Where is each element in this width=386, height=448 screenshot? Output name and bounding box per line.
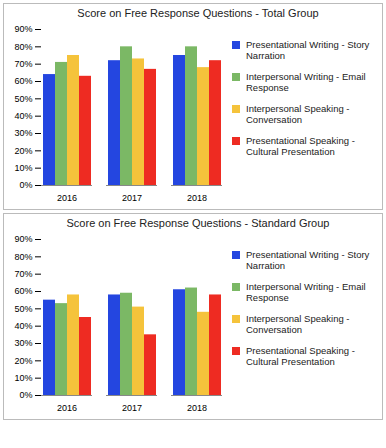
html-text:Presentational Speaking - Cult: Presentational Speaking - Cultural Prese… [246,345,355,367]
html-text:Presentational Writing - Story: Presentational Writing - Story Narration [246,249,370,271]
svg-text:40%: 40% [14,111,32,121]
svg-text:90%: 90% [14,234,32,244]
svg-text:0%: 0% [19,180,32,190]
html-text:Presentational Writing - Story: Presentational Writing - Story Narration [246,39,370,61]
svg-text:40%: 40% [14,321,32,331]
svg-text:2017: 2017 [122,403,142,413]
svg-text:10%: 10% [14,373,32,383]
svg-text:70%: 70% [14,269,32,279]
html-text:Presentational Speaking - Cult: Presentational Speaking - Cultural Prese… [246,135,355,157]
svg-text:50%: 50% [14,304,32,314]
svg-text:80%: 80% [14,42,32,52]
svg-text:2017: 2017 [122,193,142,203]
svg-text:2016: 2016 [57,403,77,413]
svg-text:60%: 60% [14,76,32,86]
svg-text:50%: 50% [14,94,32,104]
svg-text:20%: 20% [14,356,32,366]
svg-text:10%: 10% [14,163,32,173]
svg-text:2016: 2016 [57,193,77,203]
svg-text:0%: 0% [19,390,32,400]
html-text:Interpersonal Speaking - Conve: Interpersonal Speaking - Conversation [246,313,350,335]
html-text:Score on Free Response Questio: Score on Free Response Questions - Total… [77,7,319,19]
svg-text:20%: 20% [14,146,32,156]
svg-text:30%: 30% [14,128,32,138]
svg-text:80%: 80% [14,252,32,262]
html-text:Interpersonal Writing - Email: Interpersonal Writing - Email Response [246,281,366,303]
svg-text:90%: 90% [14,24,32,34]
svg-text:30%: 30% [14,338,32,348]
svg-text:2018: 2018 [187,193,207,203]
svg-text:2018: 2018 [187,403,207,413]
html-text:Score on Free Response Questio: Score on Free Response Questions - Stand… [66,217,330,229]
html-text:Interpersonal Writing - Email: Interpersonal Writing - Email Response [246,71,366,93]
html-text:Interpersonal Speaking - Conve: Interpersonal Speaking - Conversation [246,103,350,125]
svg-text:70%: 70% [14,59,32,69]
svg-text:60%: 60% [14,286,32,296]
